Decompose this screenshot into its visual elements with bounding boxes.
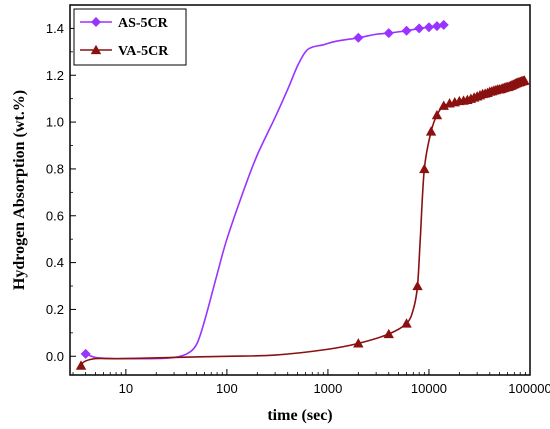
data-point-as-5cr bbox=[414, 23, 425, 34]
x-tick-label: 10000 bbox=[411, 381, 447, 396]
series-line-va-5cr bbox=[79, 80, 526, 367]
y-tick-label: 0.4 bbox=[46, 255, 64, 270]
data-point-as-5cr bbox=[431, 21, 442, 32]
data-point-va-5cr bbox=[401, 318, 412, 328]
legend-marker-as-5cr bbox=[91, 17, 101, 27]
legend-label-va-5cr: VA-5CR bbox=[118, 44, 169, 59]
data-point-as-5cr bbox=[401, 25, 412, 36]
data-point-va-5cr bbox=[431, 109, 443, 120]
data-point-va-5cr bbox=[425, 126, 437, 136]
data-point-va-5cr bbox=[75, 360, 87, 370]
y-tick-label: 1.0 bbox=[46, 115, 64, 130]
data-point-va-5cr bbox=[519, 75, 530, 85]
legend-marker-shape bbox=[90, 44, 102, 55]
data-point-va-5cr bbox=[438, 100, 449, 110]
data-point-as-5cr bbox=[80, 348, 91, 359]
legend-label-as-5cr: AS-5CR bbox=[118, 16, 169, 31]
data-point-va-5cr bbox=[353, 338, 364, 348]
legend-box bbox=[73, 8, 187, 66]
y-tick-label: 1.4 bbox=[46, 21, 64, 36]
series-markers bbox=[75, 19, 530, 370]
data-point-as-5cr bbox=[383, 28, 394, 39]
series-line-as-5cr bbox=[85, 24, 444, 360]
y-tick-label: 0.8 bbox=[46, 161, 64, 176]
y-axis-title: Hydrogen Absorption (wt.%) bbox=[11, 90, 28, 290]
series-lines bbox=[79, 24, 526, 367]
plot-frame bbox=[69, 4, 531, 376]
x-tick-labels: 10 100 1000 10000 100000 bbox=[119, 381, 550, 396]
data-point-va-5cr bbox=[412, 280, 423, 291]
y-tick-label: 0.0 bbox=[46, 349, 64, 364]
data-point-as-5cr bbox=[353, 32, 364, 43]
x-tick-label: 100 bbox=[216, 381, 238, 396]
legend-marker-shape bbox=[91, 17, 101, 27]
x-axis-title: time (sec) bbox=[267, 407, 332, 424]
y-tick-label: 0.2 bbox=[46, 302, 64, 317]
x-tick-label: 100000 bbox=[508, 381, 550, 396]
data-point-va-5cr bbox=[419, 163, 430, 174]
legend-marker-va-5cr bbox=[90, 44, 102, 55]
axis-ticks bbox=[70, 27, 531, 375]
data-point-va-5cr bbox=[383, 328, 394, 339]
x-tick-label: 10 bbox=[119, 381, 133, 396]
x-tick-label: 1000 bbox=[313, 381, 342, 396]
y-tick-label: 1.2 bbox=[46, 68, 64, 83]
y-tick-labels: 0.0 0.2 0.4 0.6 0.8 1.0 1.2 1.4 bbox=[46, 21, 64, 364]
data-point-as-5cr bbox=[438, 19, 449, 30]
data-point-as-5cr bbox=[423, 22, 434, 33]
legend: AS-5CR VA-5CR bbox=[73, 8, 187, 66]
y-tick-label: 0.6 bbox=[46, 208, 64, 223]
